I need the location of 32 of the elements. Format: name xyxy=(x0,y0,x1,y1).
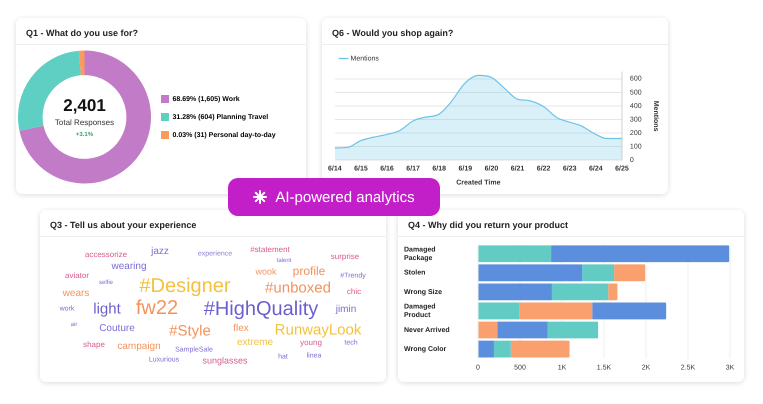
text: wears xyxy=(62,288,90,299)
text: shape xyxy=(83,340,105,349)
text: fw22 xyxy=(136,297,178,319)
text: wook xyxy=(255,266,277,276)
text: profile xyxy=(292,264,326,278)
text: #Designer xyxy=(139,275,231,297)
text: campaign xyxy=(117,341,161,352)
text: jazz xyxy=(151,246,169,257)
text: young xyxy=(300,338,322,347)
text: Q3 - Tell us about your experience xyxy=(40,210,386,237)
text: Couture xyxy=(99,323,135,334)
text: #Style xyxy=(169,322,211,340)
text: 2,401 xyxy=(63,96,106,115)
text: RunwayLook xyxy=(274,322,362,338)
text: AI-powered analytics xyxy=(275,188,415,206)
text: wearing xyxy=(111,261,147,272)
text: Total Responses xyxy=(54,118,114,127)
text: #HighQuality xyxy=(204,298,318,320)
text: aviator xyxy=(64,271,90,280)
chart-title: Q6 - Would you shop again? xyxy=(322,18,668,45)
chart-title: Q1 - What do you use for? xyxy=(16,18,306,45)
text: surprise xyxy=(330,252,360,261)
text: sunglasses xyxy=(202,356,248,366)
text: chic xyxy=(346,287,362,296)
text: accessorize xyxy=(84,250,128,259)
text: jimin xyxy=(336,304,356,315)
chart-title: Q4 - Why did you return your product xyxy=(398,210,744,237)
text: #unboxed xyxy=(265,280,331,296)
text: extreme xyxy=(236,337,274,348)
text: light xyxy=(93,300,121,318)
text: #statement xyxy=(250,245,290,254)
text: flex xyxy=(233,323,249,334)
